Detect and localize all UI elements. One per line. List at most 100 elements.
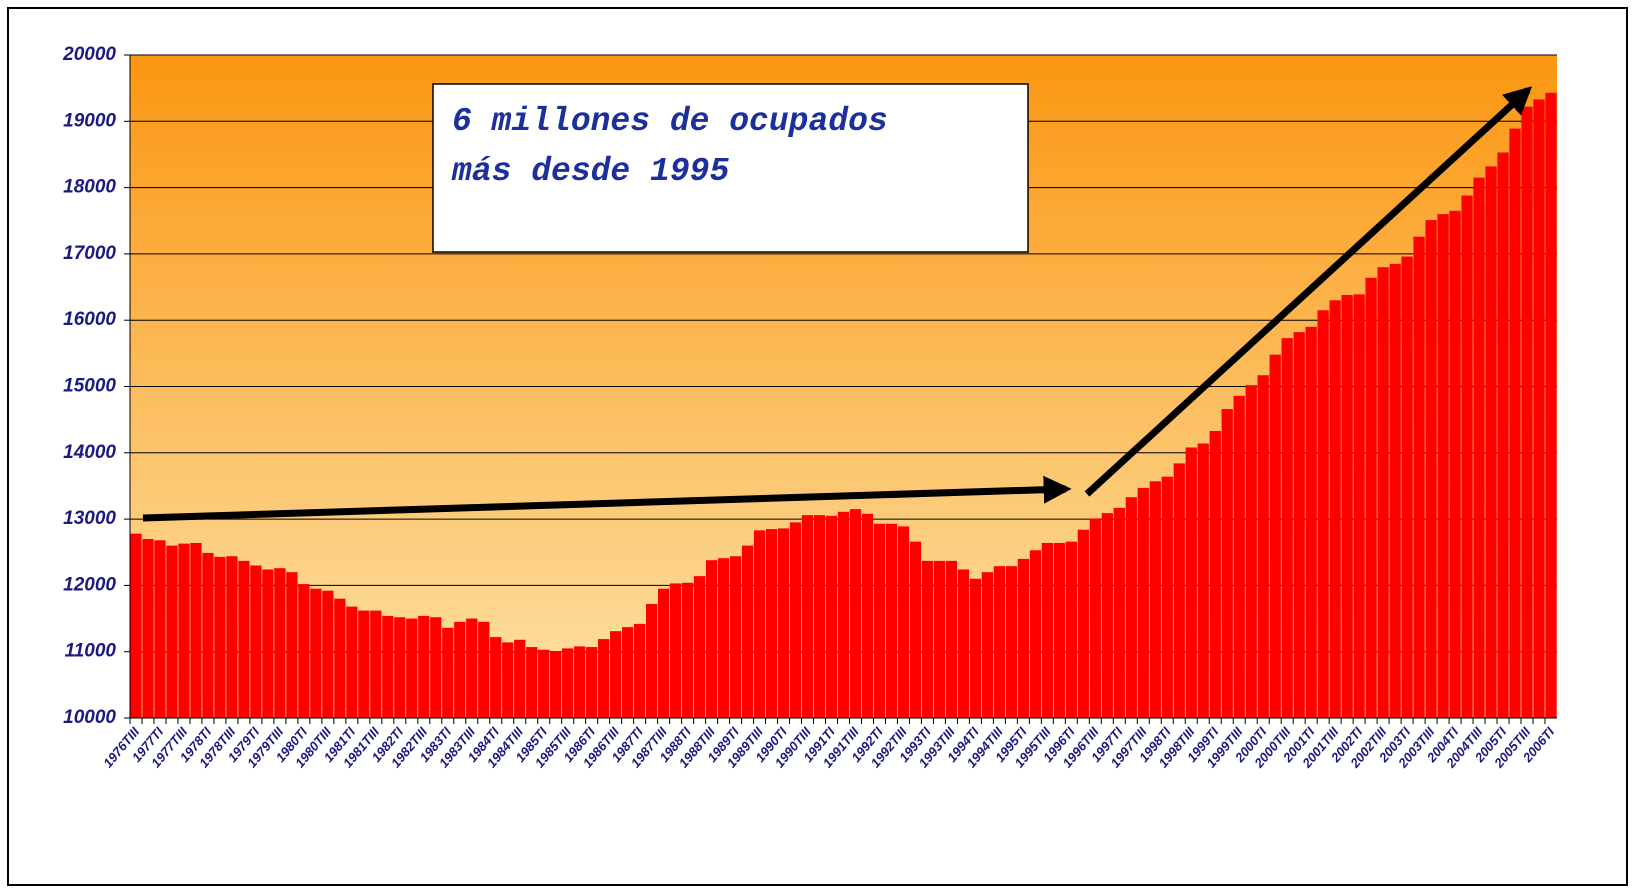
bar (1197, 443, 1209, 718)
bar (993, 566, 1006, 718)
bar (610, 631, 622, 718)
bar (454, 621, 466, 718)
y-tick-label: 11000 (65, 641, 117, 662)
bar (1425, 220, 1437, 718)
bar (777, 528, 790, 718)
arrow (142, 475, 1072, 522)
bar (1209, 430, 1221, 718)
bar (634, 623, 646, 718)
bar (466, 618, 478, 718)
bar (729, 556, 742, 718)
bar (1389, 263, 1401, 718)
bar (130, 533, 142, 718)
y-tick-label: 19000 (63, 110, 116, 131)
bar (250, 565, 262, 718)
bar (238, 560, 250, 718)
bar (849, 509, 862, 718)
y-tick-label: 17000 (63, 243, 116, 264)
bar (526, 647, 538, 718)
y-tick-label: 20000 (62, 44, 116, 65)
bar (310, 588, 322, 718)
y-tick-label: 14000 (63, 442, 116, 463)
bar (1329, 300, 1341, 718)
bar (933, 560, 946, 718)
bar (274, 568, 286, 718)
bar (741, 545, 754, 718)
y-tick-label: 18000 (63, 177, 116, 198)
bar (1461, 195, 1473, 718)
bar (1161, 476, 1173, 718)
bar (1473, 177, 1485, 718)
bar (514, 639, 526, 718)
arrow (1084, 86, 1533, 497)
bar (1449, 210, 1461, 718)
bar (226, 556, 238, 718)
y-tick-label: 16000 (63, 309, 116, 330)
bar (693, 576, 706, 718)
bar (765, 529, 778, 718)
bar (1353, 294, 1365, 718)
bar (921, 560, 934, 718)
bar (1401, 256, 1413, 718)
bar (430, 617, 442, 718)
bar (813, 515, 826, 718)
bar (538, 649, 550, 718)
bar (837, 511, 850, 718)
bar (945, 560, 958, 718)
bar (1233, 395, 1245, 718)
bar (1149, 481, 1161, 718)
bar (981, 572, 994, 718)
bar (562, 648, 574, 718)
bar (178, 543, 190, 718)
bar (885, 523, 898, 718)
annotation: 6 millones de ocupados (452, 103, 888, 140)
bar (394, 617, 406, 718)
bar (490, 637, 502, 718)
bar (1281, 338, 1293, 718)
bar (1485, 166, 1497, 718)
bar (657, 588, 670, 718)
bar (1533, 99, 1545, 718)
bar (190, 542, 202, 718)
bar (1101, 513, 1113, 718)
bar (1257, 375, 1269, 718)
bar (717, 558, 730, 718)
bar (645, 603, 658, 718)
bar (1317, 310, 1329, 718)
bar (370, 610, 382, 718)
bar (1341, 295, 1353, 718)
bar (1017, 558, 1030, 718)
bar (406, 618, 418, 718)
bar (1041, 542, 1053, 718)
bar (1077, 529, 1089, 718)
bar (1305, 326, 1317, 718)
bar (166, 545, 178, 718)
bar (825, 515, 838, 718)
y-tick-label: 13000 (63, 508, 116, 529)
bar (1029, 550, 1042, 718)
annotation: más desde 1995 (451, 153, 729, 190)
bar (873, 523, 886, 718)
bar (550, 651, 562, 718)
bar (1497, 152, 1509, 718)
bar (418, 615, 430, 718)
bar (1245, 385, 1257, 718)
bar (586, 647, 598, 718)
bar (442, 627, 454, 718)
bar (574, 646, 586, 718)
bar (1221, 409, 1233, 718)
bar (382, 615, 394, 718)
bar (1173, 463, 1185, 718)
bar (286, 572, 298, 718)
bar (1377, 267, 1389, 718)
bar (753, 530, 766, 718)
y-tick-label: 10000 (63, 707, 116, 728)
bar (598, 639, 610, 718)
bar (669, 583, 682, 718)
bar (334, 598, 346, 718)
bar (1125, 497, 1137, 718)
bar (1437, 214, 1449, 718)
bar (1521, 106, 1533, 719)
bar (1053, 542, 1065, 718)
